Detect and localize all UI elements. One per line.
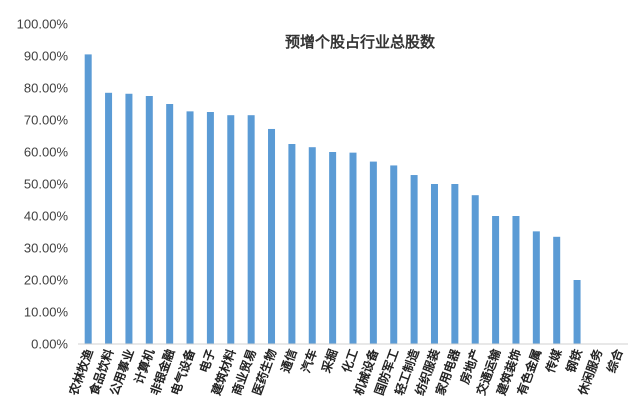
x-tick-label: 汽车 [298,347,320,375]
bar [532,231,540,344]
bar [369,161,377,344]
bar [451,184,459,344]
bar [166,104,174,344]
y-tick-label: 60.00% [24,145,69,160]
y-tick-label: 50.00% [24,177,69,192]
chart-title: 预增个股占行业总股数 [285,33,436,51]
bar [329,152,337,344]
bar [227,115,235,344]
bar [553,236,561,344]
bar [390,165,398,344]
x-tick-label: 电子 [196,347,218,375]
y-axis-ticks: 0.00% 10.00% 20.00% 30.00% 40.00% 50.00% 60.00… [17,17,69,352]
x-tick-label: 综合 [603,346,626,375]
bar [105,92,113,344]
x-tick-label: 钢铁 [563,347,585,375]
x-tick-label: 通信 [277,347,299,375]
bar [430,184,438,344]
y-tick-label: 70.00% [24,113,69,128]
bar [84,54,92,345]
x-tick-label: 传媒 [542,346,565,376]
bar [471,195,479,344]
x-axis-ticks: 农林牧渔食品饮料公用事业计算机非银金融电气设备 电子建筑材料商业贸易医药生物 通信汽… [65,346,626,398]
y-tick-label: 100.00% [17,17,69,32]
bar [247,115,255,344]
x-tick-label: 采掘 [318,347,341,376]
bar [288,144,296,344]
y-tick-label: 40.00% [24,209,69,224]
bar [410,175,418,344]
y-tick-label: 10.00% [24,305,69,320]
x-tick-label: 化工 [339,347,361,375]
bar [125,93,133,344]
bar [512,216,520,344]
y-tick-label: 30.00% [24,241,69,256]
y-tick-label: 80.00% [24,81,69,96]
bar [186,111,194,344]
bar [308,147,316,344]
y-tick-label: 20.00% [24,273,69,288]
bar [492,216,500,344]
bar [268,128,276,344]
bar [349,152,357,344]
bar [145,96,153,344]
bar [573,280,581,344]
y-tick-label: 0.00% [31,337,68,352]
bar [206,112,214,344]
bar-series [84,54,581,345]
y-tick-label: 90.00% [24,49,69,64]
